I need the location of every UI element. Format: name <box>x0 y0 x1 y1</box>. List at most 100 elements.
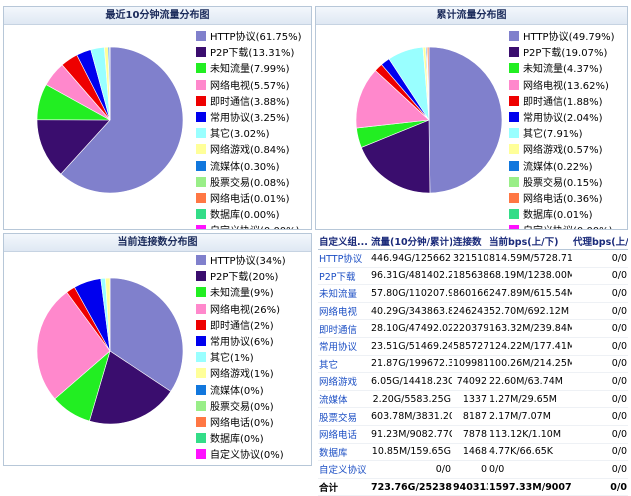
legend-label: 网络电话(0%) <box>210 418 274 429</box>
cell-connections-text: 2462435 <box>453 306 488 317</box>
cell-proxy-bps: 0/0 <box>572 320 628 338</box>
legend-swatch <box>196 336 206 346</box>
cell-proxy-bps: 0/0 <box>572 478 628 496</box>
legend-item: 常用协议(2.04%) <box>509 111 615 127</box>
cell-group[interactable]: 网络游戏 <box>318 373 370 391</box>
cell-traffic-text: 91.23M/908 <box>371 429 428 440</box>
legend-swatch <box>509 63 519 73</box>
cell-group[interactable]: 流媒体 <box>318 390 370 408</box>
cell-group-text: 自定义协议 <box>319 465 367 476</box>
cell-group[interactable]: 股票交易 <box>318 408 370 426</box>
cell-group[interactable]: 其它 <box>318 355 370 373</box>
legend-swatch <box>196 112 206 122</box>
legend-label: HTTP协议(61.75%) <box>210 32 302 43</box>
cell-proxy-bps: 0/0 <box>572 373 628 391</box>
cell-connections: 109981 <box>452 355 488 373</box>
cell-proxy-bps-text: 0/0 <box>612 306 627 317</box>
cell-current-bps-text: 113.12K/1.10M <box>489 429 561 440</box>
cell-group[interactable]: 自定义协议 <box>318 461 370 479</box>
legend-label: 即时通信(1.88%) <box>523 97 603 108</box>
cell-traffic-text: 1.20G <box>434 411 452 422</box>
cell-proxy-bps: 0/0 <box>572 250 628 268</box>
cell-traffic-text: 21.87G/1996 <box>371 358 433 369</box>
table-row: P2P下载96.31G/481402.22G185638168.19M/1238… <box>318 267 628 285</box>
legend-item: HTTP协议(34%) <box>196 254 286 270</box>
legend-label: 流媒体(0.22%) <box>523 162 593 173</box>
cell-proxy-bps: 0/0 <box>572 302 628 320</box>
table-row: 即时通信28.10G/47492.02G220379163.32M/239.84… <box>318 320 628 338</box>
table-row: 未知流量57.80G/110207.99G860166247.89M/615.5… <box>318 285 628 303</box>
legend-item: 股票交易(0.08%) <box>196 176 302 192</box>
table-row: 网络电视40.29G/343863.89G246243552.70M/692.1… <box>318 302 628 320</box>
cell-connections: 9403132 <box>452 478 488 496</box>
legend-label: 网络游戏(0.84%) <box>210 145 290 156</box>
cell-current-bps-text: 247.89M/615.54M <box>489 288 572 299</box>
legend-swatch <box>196 128 206 138</box>
cell-traffic: 40.29G/343863.89G <box>370 302 452 320</box>
pie-chart <box>35 45 185 195</box>
cell-group[interactable]: HTTP协议 <box>318 250 370 268</box>
cell-current-bps-text: 4.77K/66.65K <box>489 446 553 457</box>
legend-label: 股票交易(0.08%) <box>210 178 290 189</box>
legend-label: P2P下载(13.31%) <box>210 48 294 59</box>
pie-slice <box>429 47 502 193</box>
cell-group[interactable]: 常用协议 <box>318 337 370 355</box>
legend-label: 数据库(0.00%) <box>210 210 280 221</box>
legend-label: 网络游戏(1%) <box>210 369 274 380</box>
legend-swatch <box>196 63 206 73</box>
cell-group[interactable]: 即时通信 <box>318 320 370 338</box>
cell-connections: 7878 <box>452 425 488 443</box>
col-header-current-bps[interactable]: 当前bps(上/下) <box>488 232 572 250</box>
cell-proxy-bps-text: 0/0 <box>612 253 627 264</box>
legend-item: 未知流量(4.37%) <box>509 62 615 78</box>
pie-chart <box>354 45 504 195</box>
cell-connections: 585727 <box>452 337 488 355</box>
legend-label: 其它(3.02%) <box>210 129 270 140</box>
cell-connections-text: 9403132 <box>453 482 488 493</box>
legend-item: 即时通信(1.88%) <box>509 95 615 111</box>
cell-proxy-bps-text: 0/0 <box>612 464 627 475</box>
legend-item: 未知流量(9%) <box>196 286 286 302</box>
legend-swatch <box>196 368 206 378</box>
legend-item: 常用协议(3.25%) <box>196 111 302 127</box>
legend-label: 其它(1%) <box>210 353 254 364</box>
cell-connections-text: 3215101 <box>453 253 488 264</box>
cell-connections: 860166 <box>452 285 488 303</box>
cell-group-text: P2P下载 <box>319 272 356 283</box>
legend-item: 流媒体(0%) <box>196 384 286 400</box>
cell-group[interactable]: 未知流量 <box>318 285 370 303</box>
legend-item: 常用协议(6%) <box>196 335 286 351</box>
cell-group[interactable]: P2P下载 <box>318 267 370 285</box>
cell-proxy-bps: 0/0 <box>572 337 628 355</box>
legend-swatch <box>196 304 206 314</box>
panel-recent-traffic: 最近10分钟流量分布图 HTTP协议(61.75%)P2P下载(13.31%)未… <box>3 6 312 230</box>
cell-connections: 220379 <box>452 320 488 338</box>
cell-proxy-bps: 0/0 <box>572 443 628 461</box>
legend-item: 即时通信(3.88%) <box>196 95 302 111</box>
legend-item: 网络电话(0%) <box>196 416 286 432</box>
col-header-proxy-bps[interactable]: 代理bps(上/下) <box>572 232 628 250</box>
cell-connections: 1337 <box>452 390 488 408</box>
cell-group[interactable]: 网络电视 <box>318 302 370 320</box>
col-header-connections[interactable]: 连接数 <box>452 232 488 250</box>
cell-traffic: 96.31G/481402.22G <box>370 267 452 285</box>
cell-traffic: 446.94G/1256621.33G <box>370 250 452 268</box>
legend-swatch <box>509 161 519 171</box>
legend-label: 常用协议(3.25%) <box>210 113 290 124</box>
cell-traffic-text: .65G <box>429 446 451 457</box>
cell-group[interactable]: 网络电话 <box>318 425 370 443</box>
cell-group-text: 合计 <box>319 483 338 494</box>
legend-swatch <box>196 271 206 281</box>
cell-current-bps: 163.32M/239.84M <box>488 320 572 338</box>
legend: HTTP协议(61.75%)P2P下载(13.31%)未知流量(7.99%)网络… <box>196 30 302 230</box>
legend-swatch <box>509 225 519 230</box>
cell-group[interactable]: 数据库 <box>318 443 370 461</box>
legend-swatch <box>509 193 519 203</box>
cell-traffic-text: 57.80G/1102 <box>371 288 433 299</box>
legend-swatch <box>196 225 206 230</box>
col-header-traffic[interactable]: 流量(10分钟/累计) <box>370 232 452 250</box>
col-header-group[interactable]: 自定义组... <box>318 232 370 250</box>
legend-swatch <box>509 128 519 138</box>
